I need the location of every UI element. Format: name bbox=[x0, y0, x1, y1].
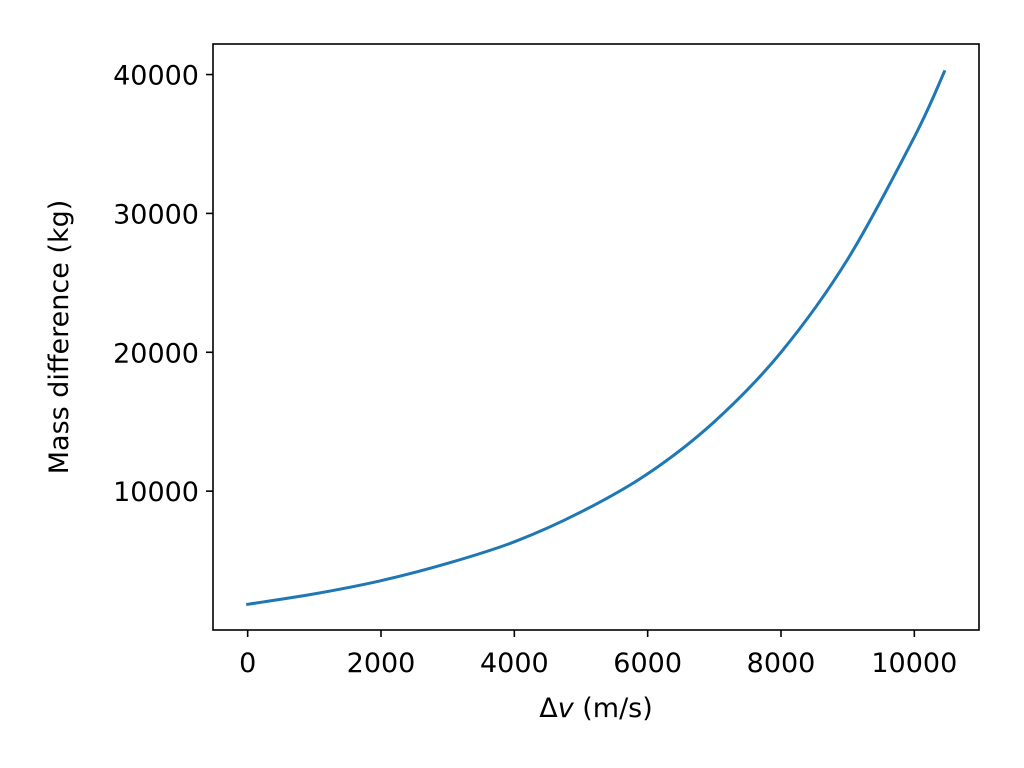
y-tick-label: 40000 bbox=[113, 61, 199, 92]
x-tick-label: 10000 bbox=[871, 648, 957, 679]
x-tick-label: 2000 bbox=[347, 648, 416, 679]
plot-frame bbox=[212, 43, 980, 631]
x-tick-label: 4000 bbox=[480, 648, 549, 679]
plot-background bbox=[213, 44, 979, 630]
y-axis-label: Mass difference (kg) bbox=[44, 200, 75, 475]
x-tick-label: 6000 bbox=[613, 648, 682, 679]
x-tick-label: 0 bbox=[239, 648, 256, 679]
y-axis-ticks: 10000 20000 30000 40000 bbox=[113, 61, 213, 508]
x-tick-label: 8000 bbox=[747, 648, 816, 679]
x-axis-label: Δv (m/s) bbox=[539, 693, 653, 724]
series-line-0 bbox=[245, 69, 947, 607]
y-tick-label: 10000 bbox=[113, 477, 199, 508]
x-axis-ticks: 0 2000 4000 6000 8000 10000 bbox=[239, 630, 957, 679]
y-tick-label: 20000 bbox=[113, 338, 199, 369]
series-layer bbox=[245, 69, 947, 607]
y-tick-label: 30000 bbox=[113, 199, 199, 230]
